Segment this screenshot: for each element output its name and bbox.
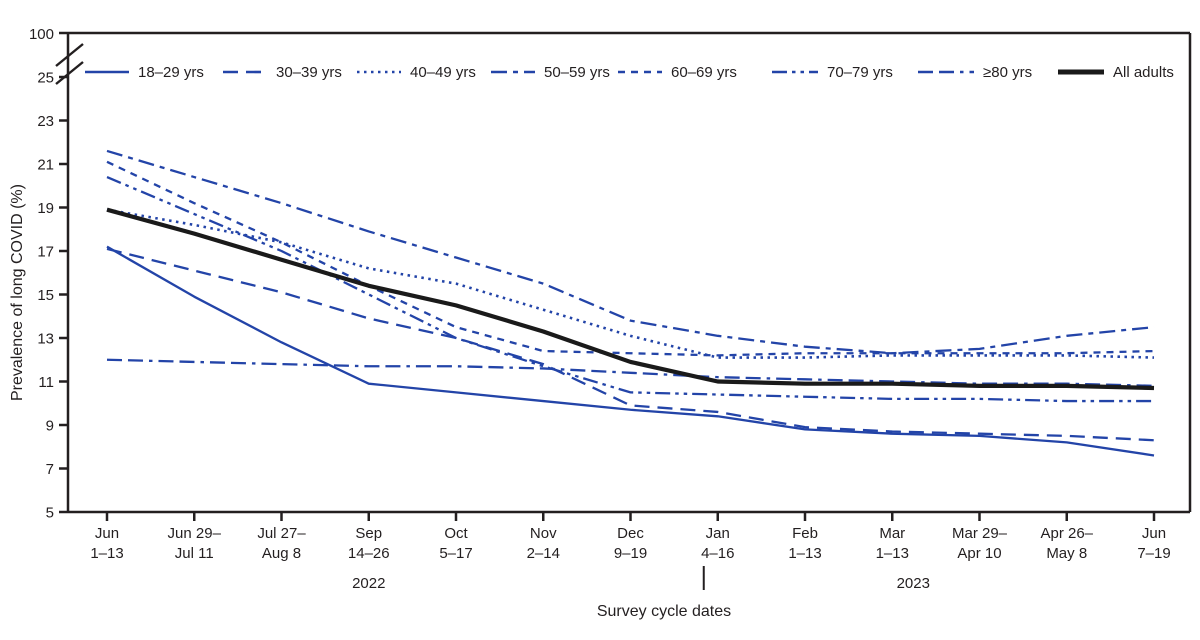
y-axis-title: Prevalence of long COVID (%) bbox=[9, 184, 26, 401]
y-axis-break-slash bbox=[55, 61, 84, 85]
y-tick-label-100: 100 bbox=[29, 26, 54, 43]
y-tick-label: 11 bbox=[38, 374, 54, 391]
x-tick-label: Jan 4–16 bbox=[701, 525, 734, 562]
x-tick-label: Sep 14–26 bbox=[348, 525, 390, 562]
y-tick-label: 7 bbox=[46, 461, 54, 478]
legend-label: 30–39 yrs bbox=[276, 64, 342, 81]
x-tick-label: Dec 9–19 bbox=[614, 525, 647, 562]
x-tick-label: Jun 1–13 bbox=[90, 525, 123, 562]
legend-label: 60–69 yrs bbox=[671, 64, 737, 81]
legend-label: ≥80 yrs bbox=[983, 64, 1032, 81]
series-line-30-39-yrs bbox=[106, 247, 1155, 442]
y-tick-label: 13 bbox=[37, 331, 54, 348]
legend-item-40-49-yrs: 40–49 yrs bbox=[357, 64, 476, 81]
x-tick-label: Mar 29– Apr 10 bbox=[952, 525, 1008, 562]
legend-item-70-79-yrs: 70–79 yrs bbox=[772, 64, 893, 81]
legend-label: All adults bbox=[1113, 64, 1174, 81]
y-tick-label: 21 bbox=[37, 157, 54, 174]
y-tick-label: 17 bbox=[37, 244, 54, 261]
series-line-40-49-yrs bbox=[106, 208, 1155, 359]
x-tick-label: Nov 2–14 bbox=[527, 525, 560, 562]
year-label: 2023 bbox=[897, 575, 930, 592]
y-tick-label: 23 bbox=[37, 113, 54, 130]
x-tick-label: Jun 29– Jul 11 bbox=[168, 525, 222, 562]
legend-label: 50–59 yrs bbox=[544, 64, 610, 81]
legend-label: 70–79 yrs bbox=[827, 64, 893, 81]
x-tick-label: Feb 1–13 bbox=[788, 525, 821, 562]
legend-label: 18–29 yrs bbox=[138, 64, 204, 81]
x-tick-label: Jun 7–19 bbox=[1137, 525, 1170, 562]
legend-item-18-29-yrs: 18–29 yrs bbox=[85, 64, 204, 81]
x-tick-label: Mar 1–13 bbox=[876, 525, 909, 562]
series-line-18-29-yrs bbox=[106, 245, 1155, 457]
legend-item-50-59-yrs: 50–59 yrs bbox=[491, 64, 610, 81]
legend-item-30-39-yrs: 30–39 yrs bbox=[223, 64, 342, 81]
x-axis-title: Survey cycle dates bbox=[597, 603, 731, 620]
y-tick-label: 15 bbox=[37, 287, 54, 304]
y-tick-label: 9 bbox=[46, 418, 54, 435]
y-tick-label: 19 bbox=[37, 200, 54, 217]
year-label: 2022 bbox=[352, 575, 385, 592]
legend-label: 40–49 yrs bbox=[410, 64, 476, 81]
series-line-50-59-yrs bbox=[106, 149, 1155, 355]
y-tick-label: 25 bbox=[37, 70, 54, 87]
y-axis-break-slash bbox=[55, 43, 84, 67]
y-tick-label: 5 bbox=[46, 505, 54, 522]
x-tick-label: Jul 27– Aug 8 bbox=[257, 525, 306, 562]
x-tick-label: Apr 26– May 8 bbox=[1040, 525, 1093, 562]
legend-item-all-adults: All adults bbox=[1058, 64, 1174, 81]
legend-item-60-69-yrs: 60–69 yrs bbox=[618, 64, 737, 81]
series-line-70-79-yrs bbox=[106, 175, 1154, 403]
x-tick-label: Oct 5–17 bbox=[439, 525, 472, 562]
series-line-all-adults bbox=[106, 207, 1155, 391]
legend-item--80-yrs: ≥80 yrs bbox=[918, 64, 1032, 81]
series-line--80-yrs bbox=[106, 358, 1155, 387]
series-line-60-69-yrs bbox=[106, 160, 1155, 357]
